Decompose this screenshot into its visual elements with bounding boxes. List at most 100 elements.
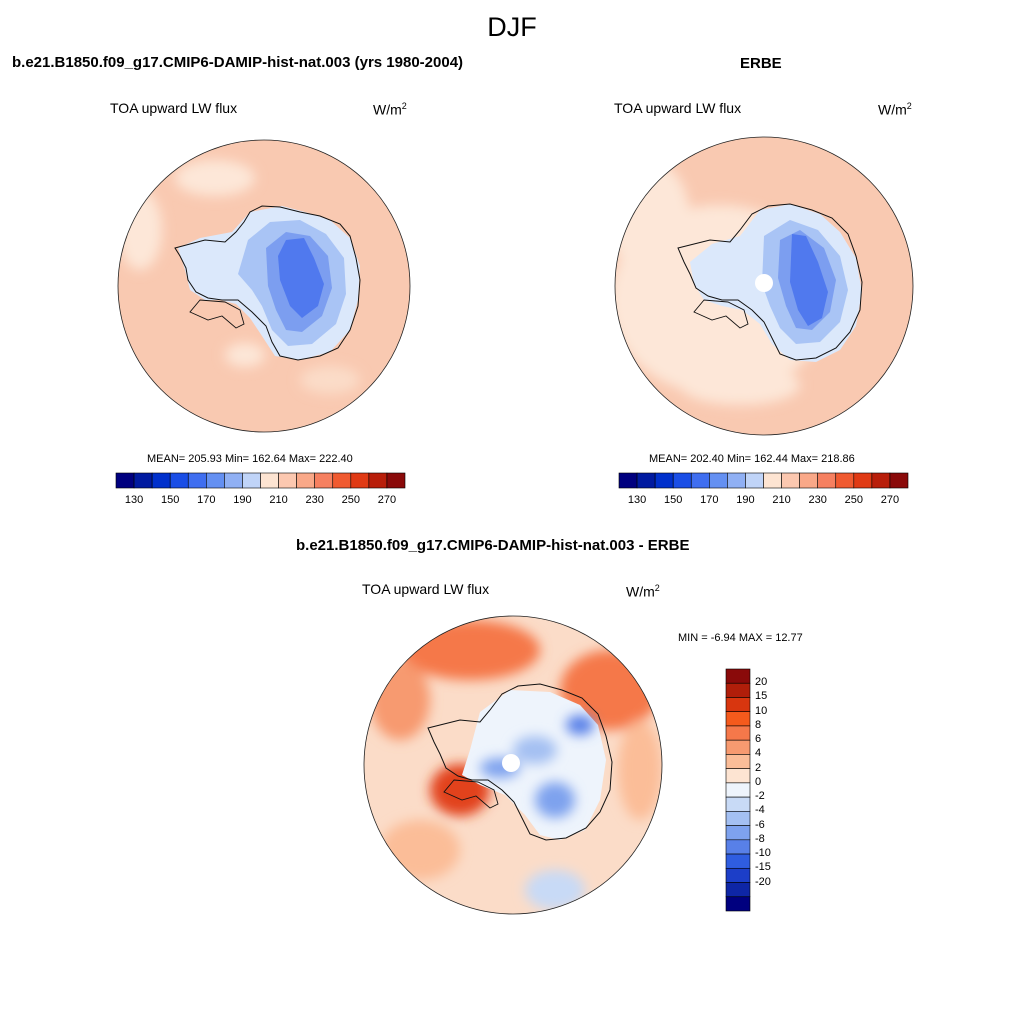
model-colorbar-swatch [242, 472, 261, 489]
obs-colorbar-tick-label: 170 [700, 494, 719, 506]
obs-colorbar-tick-label: 210 [772, 494, 791, 506]
obs-ocean-light-patch [680, 365, 800, 405]
model-colorbar-tick-label: 130 [124, 494, 144, 506]
model-colorbar-tick-label: 210 [269, 494, 288, 506]
diff-colorbar-swatch [725, 882, 751, 898]
diff-colorbar-swatch [725, 811, 751, 826]
diff-colorbar-swatch [725, 754, 751, 769]
model-colorbar-swatch [133, 472, 153, 489]
diff-colorbar [725, 668, 751, 912]
model-colorbar-tick-label: 270 [377, 494, 397, 506]
model-colorbar-swatch [169, 472, 189, 489]
obs-pole-missing-data [755, 274, 773, 292]
diff-panel-title: b.e21.B1850.f09_g17.CMIP6-DAMIP-hist-nat… [296, 537, 690, 554]
obs-colorbar-tick-label: 230 [808, 494, 827, 506]
diff-warm-anomaly [618, 720, 662, 820]
diff-map-border [363, 615, 663, 915]
diff-colorbar-tick-label: -6 [755, 818, 765, 831]
diff-coastline-peninsula [443, 779, 499, 809]
model-colorbar-swatch [224, 472, 243, 489]
diff-variable-label: TOA upward LW flux [362, 581, 490, 597]
model-units-label: W/m2 [373, 101, 407, 118]
obs-colorbar-swatch [709, 472, 728, 489]
diff-colorbar-tick-label: 4 [755, 747, 762, 760]
obs-colorbar-swatch [618, 472, 638, 489]
obs-colorbar-swatch [853, 472, 873, 489]
diff-pole-missing-data [502, 754, 520, 772]
diff-colorbar-tick-label: -10 [755, 847, 771, 860]
diff-cool-anomaly [525, 870, 585, 910]
model-colorbar-tick-label: 150 [161, 494, 180, 506]
diff-colorbar-swatch [725, 896, 751, 912]
model-colorbar-swatch [115, 472, 135, 489]
obs-colorbar-swatch [781, 472, 800, 489]
obs-coastline-peninsula [693, 299, 749, 329]
diff-colorbar-swatch [725, 825, 751, 841]
diff-cool-anomaly [513, 736, 557, 764]
obs-colorbar-tick-label: 190 [736, 494, 755, 506]
diff-stats: MIN = -6.94 MAX = 12.77 [678, 632, 803, 644]
obs-colorbar-swatch [871, 472, 891, 489]
diff-colorbar-tick-label: 10 [755, 704, 768, 717]
model-colorbar-tick-label: 190 [233, 494, 252, 506]
diff-colorbar-tick-label: -4 [755, 804, 765, 817]
model-stats: MEAN= 205.93 Min= 162.64 Max= 222.40 [147, 453, 353, 465]
obs-map [615, 137, 913, 435]
model-map [118, 140, 410, 432]
model-colorbar-swatch [332, 472, 352, 489]
obs-colorbar-tick-label: 130 [627, 494, 647, 506]
diff-coastline [427, 683, 613, 841]
model-coastline-peninsula [189, 299, 245, 329]
diff-warm-anomaly [400, 620, 540, 680]
diff-colorbar-swatch [725, 668, 751, 684]
model-colorbar-tick-label: 230 [305, 494, 324, 506]
model-ocean-light-patch [225, 343, 265, 367]
diff-colorbar-swatch [725, 782, 751, 798]
model-colorbar-swatch [314, 472, 334, 489]
model-colorbar-swatch [187, 472, 207, 489]
diff-colorbar-swatch [725, 796, 751, 812]
obs-colorbar-swatch [727, 472, 746, 489]
diff-colorbar-swatch [725, 768, 751, 784]
diff-colorbar-tick-label: -8 [755, 832, 765, 845]
obs-colorbar-tick-label: 250 [844, 494, 863, 506]
diff-map [364, 616, 662, 914]
obs-colorbar-swatch [889, 472, 909, 489]
diff-colorbar-tick-label: 8 [755, 718, 762, 731]
diff-colorbar-tick-label: -15 [755, 861, 771, 874]
diff-colorbar-tick-label: 15 [755, 690, 768, 703]
model-colorbar-swatch [386, 472, 406, 489]
diff-colorbar-swatch [725, 697, 751, 713]
diff-colorbar-tick-label: -2 [755, 790, 765, 803]
obs-colorbar-swatch [654, 472, 674, 489]
obs-colorbar [618, 472, 909, 489]
diff-cool-anomaly [535, 782, 575, 818]
model-coastline [174, 205, 361, 361]
diff-colorbar-swatch [725, 725, 751, 741]
obs-variable-label: TOA upward LW flux [614, 100, 742, 116]
diff-colorbar-tick-label: 20 [755, 676, 768, 689]
figure-title: DJF [487, 12, 537, 42]
diff-colorbar-tick-label: 2 [755, 761, 762, 774]
diff-colorbar-swatch [725, 853, 751, 869]
obs-coastline [677, 203, 863, 361]
obs-colorbar-tick-label: 270 [880, 494, 900, 506]
obs-stats: MEAN= 202.40 Min= 162.44 Max= 218.86 [649, 453, 855, 465]
model-colorbar-swatch [151, 472, 171, 489]
obs-panel-title: ERBE [740, 55, 782, 72]
obs-colorbar-swatch [799, 472, 818, 489]
diff-colorbar-swatch [725, 682, 751, 698]
model-variable-label: TOA upward LW flux [110, 100, 238, 116]
obs-ice-deep [790, 234, 828, 326]
model-colorbar-swatch [350, 472, 370, 489]
model-ocean-light-patch [118, 190, 162, 270]
obs-ocean-light-patch [615, 160, 690, 280]
obs-colorbar-swatch [745, 472, 764, 489]
model-map-border [117, 139, 411, 433]
obs-units-label: W/m2 [878, 101, 912, 118]
model-ocean-mid-patch [300, 366, 360, 394]
obs-colorbar-swatch [835, 472, 855, 489]
model-colorbar-tick-label: 250 [341, 494, 360, 506]
diff-cool-anomaly [566, 715, 594, 735]
